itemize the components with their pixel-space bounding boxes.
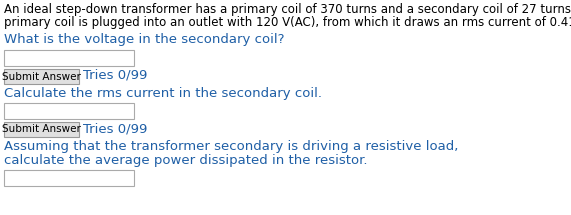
Text: primary coil is plugged into an outlet with 120 V(AC), from which it draws an rm: primary coil is plugged into an outlet w… [4, 16, 571, 29]
Text: Submit Answer: Submit Answer [2, 124, 81, 135]
Text: An ideal step-down transformer has a primary coil of 370 turns and a secondary c: An ideal step-down transformer has a pri… [4, 3, 571, 16]
Text: Tries 0/99: Tries 0/99 [83, 122, 147, 135]
FancyBboxPatch shape [4, 69, 79, 84]
FancyBboxPatch shape [4, 170, 134, 186]
Text: calculate the average power dissipated in the resistor.: calculate the average power dissipated i… [4, 154, 368, 167]
FancyBboxPatch shape [4, 50, 134, 66]
Text: Submit Answer: Submit Answer [2, 72, 81, 81]
FancyBboxPatch shape [4, 122, 79, 137]
FancyBboxPatch shape [4, 103, 134, 119]
Text: What is the voltage in the secondary coil?: What is the voltage in the secondary coi… [4, 33, 284, 46]
Text: Assuming that the transformer secondary is driving a resistive load,: Assuming that the transformer secondary … [4, 140, 459, 153]
Text: Tries 0/99: Tries 0/99 [83, 69, 147, 82]
Text: Calculate the rms current in the secondary coil.: Calculate the rms current in the seconda… [4, 87, 322, 100]
